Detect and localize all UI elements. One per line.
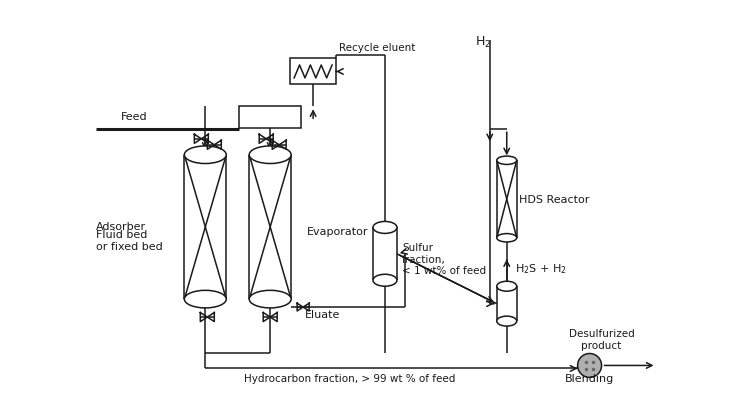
Bar xyxy=(497,287,517,321)
Ellipse shape xyxy=(497,281,517,292)
Text: H$_2$: H$_2$ xyxy=(475,34,491,49)
Ellipse shape xyxy=(497,234,517,243)
Ellipse shape xyxy=(249,291,291,308)
Text: H$_2$S + H$_2$: H$_2$S + H$_2$ xyxy=(515,262,567,276)
Bar xyxy=(290,59,336,85)
Ellipse shape xyxy=(249,146,291,164)
Bar xyxy=(497,161,517,238)
Ellipse shape xyxy=(184,291,226,308)
Text: Desulfurized
product: Desulfurized product xyxy=(568,328,634,350)
Text: Sulfur
fraction,
< 1 wt% of feed: Sulfur fraction, < 1 wt% of feed xyxy=(402,243,486,276)
Bar xyxy=(373,228,397,281)
Text: Evaporator: Evaporator xyxy=(306,226,368,236)
Ellipse shape xyxy=(373,222,397,234)
Text: Blending: Blending xyxy=(565,373,614,384)
Bar xyxy=(239,107,301,129)
Ellipse shape xyxy=(497,157,517,165)
Text: Eluate: Eluate xyxy=(305,309,340,319)
Text: Fluid bed
or fixed bed: Fluid bed or fixed bed xyxy=(95,230,162,251)
Ellipse shape xyxy=(497,316,517,326)
Circle shape xyxy=(578,354,602,378)
Text: Hydrocarbon fraction, > 99 wt % of feed: Hydrocarbon fraction, > 99 wt % of feed xyxy=(244,373,456,384)
Ellipse shape xyxy=(184,146,226,164)
Bar xyxy=(184,155,226,299)
Text: HDS Reactor: HDS Reactor xyxy=(519,195,589,204)
Text: Adsorber: Adsorber xyxy=(95,221,146,231)
Text: Recycle eluent: Recycle eluent xyxy=(339,43,415,52)
Text: Feed: Feed xyxy=(121,112,147,122)
Bar xyxy=(249,155,291,299)
Ellipse shape xyxy=(373,274,397,287)
